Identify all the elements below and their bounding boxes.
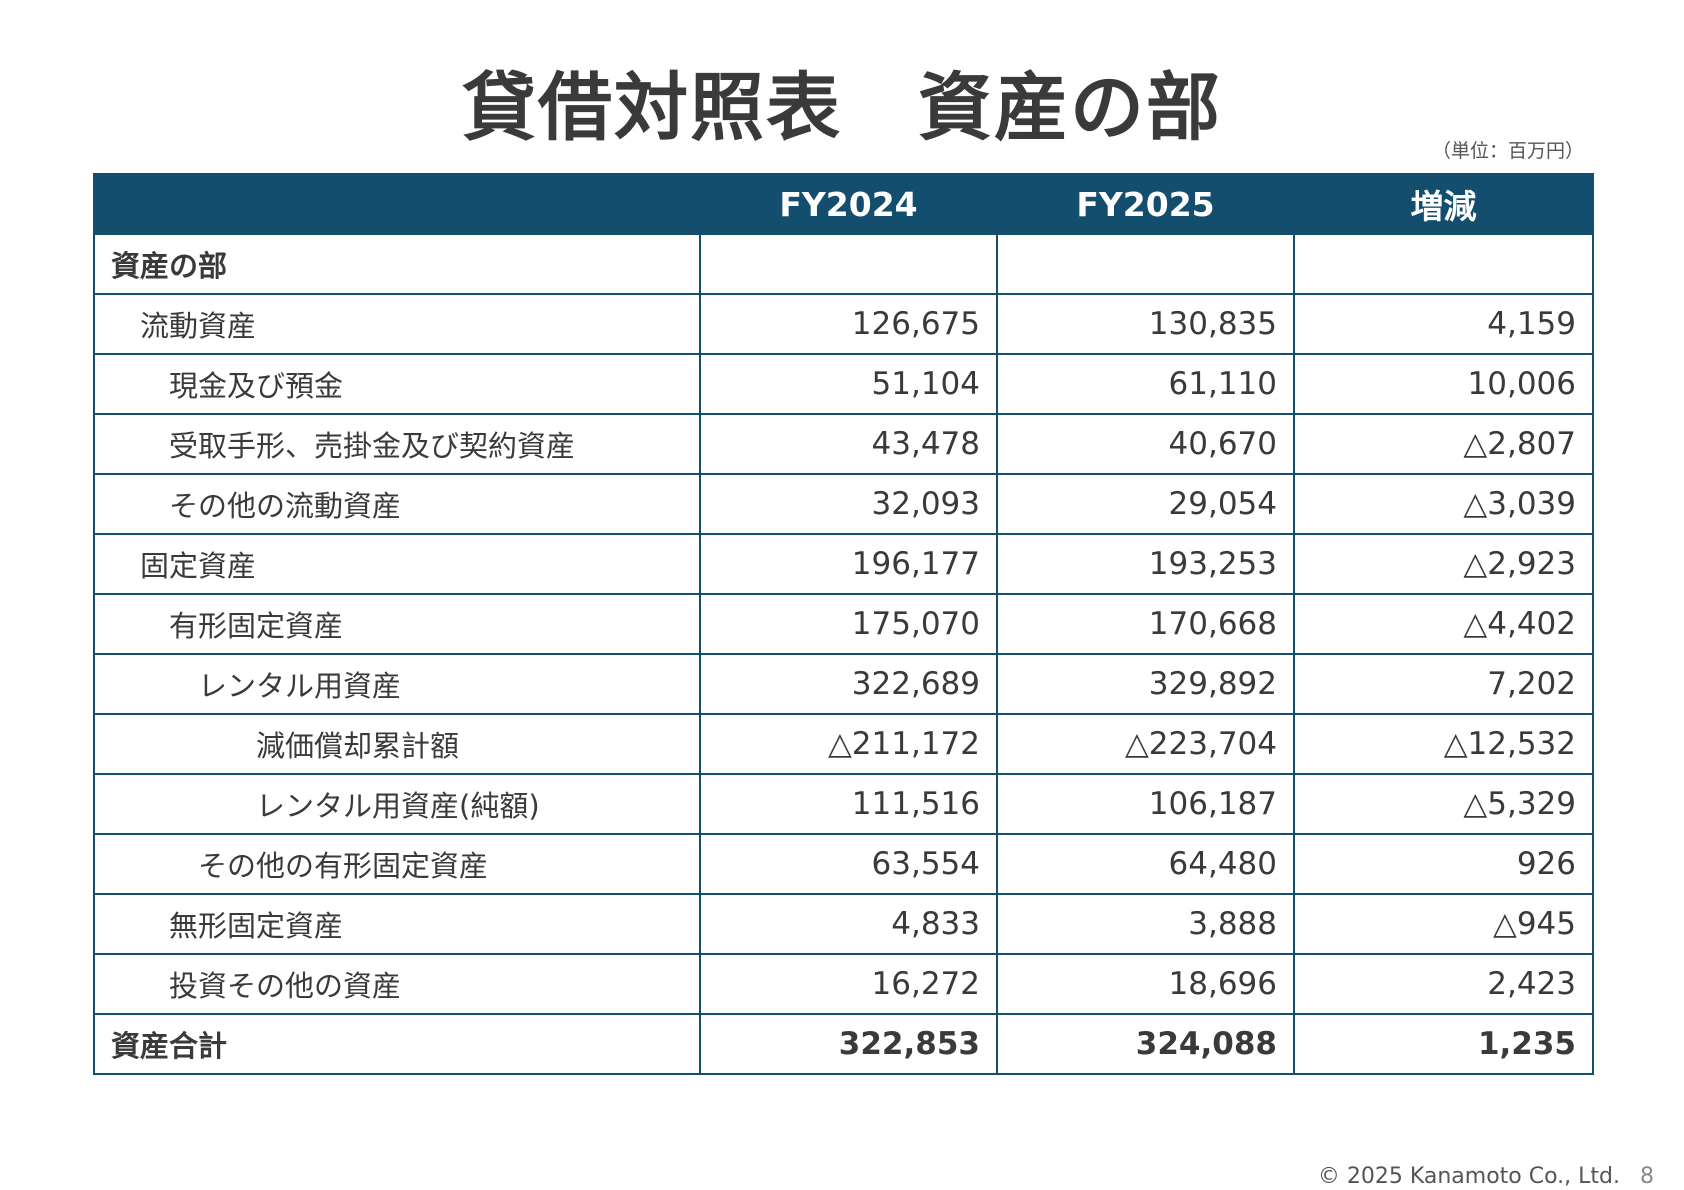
value-fy2024: △211,172 [699, 713, 998, 775]
table-row: レンタル用資産 322,689 329,892 7,202 [93, 653, 1594, 715]
page-title: 貸借対照表 資産の部 [462, 65, 1222, 151]
row-label: 流動資産 [93, 293, 701, 355]
table-row: 有形固定資産 175,070 170,668 △4,402 [93, 593, 1594, 655]
value-fy2024: 63,554 [699, 833, 998, 895]
row-label: 資産の部 [93, 233, 701, 295]
header-fy2025: FY2025 [996, 173, 1295, 235]
row-label: その他の有形固定資産 [93, 833, 701, 895]
value-fy2025: 3,888 [996, 893, 1295, 955]
value-fy2024 [699, 233, 998, 295]
header-fy2024: FY2024 [699, 173, 998, 235]
value-change: △2,807 [1293, 413, 1594, 475]
value-change: 1,235 [1293, 1013, 1594, 1075]
value-change: 7,202 [1293, 653, 1594, 715]
value-change: △2,923 [1293, 533, 1594, 595]
row-label: 減価償却累計額 [93, 713, 701, 775]
value-fy2024: 322,853 [699, 1013, 998, 1075]
row-label: 投資その他の資産 [93, 953, 701, 1015]
value-change: △12,532 [1293, 713, 1594, 775]
value-fy2025: 130,835 [996, 293, 1295, 355]
table-row: 現金及び預金 51,104 61,110 10,006 [93, 353, 1594, 415]
value-change: 2,423 [1293, 953, 1594, 1015]
table-row: 固定資産 196,177 193,253 △2,923 [93, 533, 1594, 595]
table-body: 資産の部 流動資産 126,675 130,835 4,159 現金及び預金 51,104 6… [93, 233, 1594, 1075]
value-fy2025: 29,054 [996, 473, 1295, 535]
table-row: 投資その他の資産 16,272 18,696 2,423 [93, 953, 1594, 1015]
value-change: 10,006 [1293, 353, 1594, 415]
row-label: 受取手形、売掛金及び契約資産 [93, 413, 701, 475]
value-fy2025: 61,110 [996, 353, 1295, 415]
table-row: その他の流動資産 32,093 29,054 △3,039 [93, 473, 1594, 535]
value-fy2024: 4,833 [699, 893, 998, 955]
value-change: △945 [1293, 893, 1594, 955]
row-label: レンタル用資産 [93, 653, 701, 715]
value-fy2025: 64,480 [996, 833, 1295, 895]
header-label [93, 173, 701, 235]
value-change: △4,402 [1293, 593, 1594, 655]
value-fy2024: 51,104 [699, 353, 998, 415]
header-change: 増減 [1293, 173, 1594, 235]
value-fy2024: 196,177 [699, 533, 998, 595]
value-fy2024: 16,272 [699, 953, 998, 1015]
value-fy2025: 329,892 [996, 653, 1295, 715]
row-label: 有形固定資産 [93, 593, 701, 655]
value-fy2024: 111,516 [699, 773, 998, 835]
table-row: 流動資産 126,675 130,835 4,159 [93, 293, 1594, 355]
row-label: 現金及び預金 [93, 353, 701, 415]
value-change [1293, 233, 1594, 295]
row-label: その他の流動資産 [93, 473, 701, 535]
table-row: レンタル用資産(純額) 111,516 106,187 △5,329 [93, 773, 1594, 835]
value-change: △5,329 [1293, 773, 1594, 835]
page-number: 8 [1640, 1164, 1654, 1189]
unit-note: （単位：百万円） [1431, 140, 1584, 162]
value-fy2025: △223,704 [996, 713, 1295, 775]
balance-sheet-table: FY2024 FY2025 増減 資産の部 流動資産 126,675 130,835 4… [93, 173, 1594, 1075]
value-change: 4,159 [1293, 293, 1594, 355]
table-row: 資産合計 322,853 324,088 1,235 [93, 1013, 1594, 1075]
table-row: 資産の部 [93, 233, 1594, 295]
table-row: その他の有形固定資産 63,554 64,480 926 [93, 833, 1594, 895]
value-fy2025: 324,088 [996, 1013, 1295, 1075]
table-header-row: FY2024 FY2025 増減 [93, 173, 1594, 235]
table-row: 無形固定資産 4,833 3,888 △945 [93, 893, 1594, 955]
value-fy2025: 106,187 [996, 773, 1295, 835]
row-label: 無形固定資産 [93, 893, 701, 955]
value-fy2025: 40,670 [996, 413, 1295, 475]
row-label: レンタル用資産(純額) [93, 773, 701, 835]
value-fy2025: 170,668 [996, 593, 1295, 655]
row-label: 固定資産 [93, 533, 701, 595]
table-row: 受取手形、売掛金及び契約資産 43,478 40,670 △2,807 [93, 413, 1594, 475]
value-change: △3,039 [1293, 473, 1594, 535]
copyright: © 2025 Kanamoto Co., Ltd. [1317, 1164, 1620, 1189]
value-fy2025: 193,253 [996, 533, 1295, 595]
value-fy2024: 43,478 [699, 413, 998, 475]
value-fy2025: 18,696 [996, 953, 1295, 1015]
table-row: 減価償却累計額 △211,172 △223,704 △12,532 [93, 713, 1594, 775]
row-label: 資産合計 [93, 1013, 701, 1075]
value-fy2024: 175,070 [699, 593, 998, 655]
value-fy2024: 32,093 [699, 473, 998, 535]
value-fy2025 [996, 233, 1295, 295]
footer: © 2025 Kanamoto Co., Ltd. 8 [1318, 1166, 1654, 1188]
value-change: 926 [1293, 833, 1594, 895]
value-fy2024: 126,675 [699, 293, 998, 355]
value-fy2024: 322,689 [699, 653, 998, 715]
